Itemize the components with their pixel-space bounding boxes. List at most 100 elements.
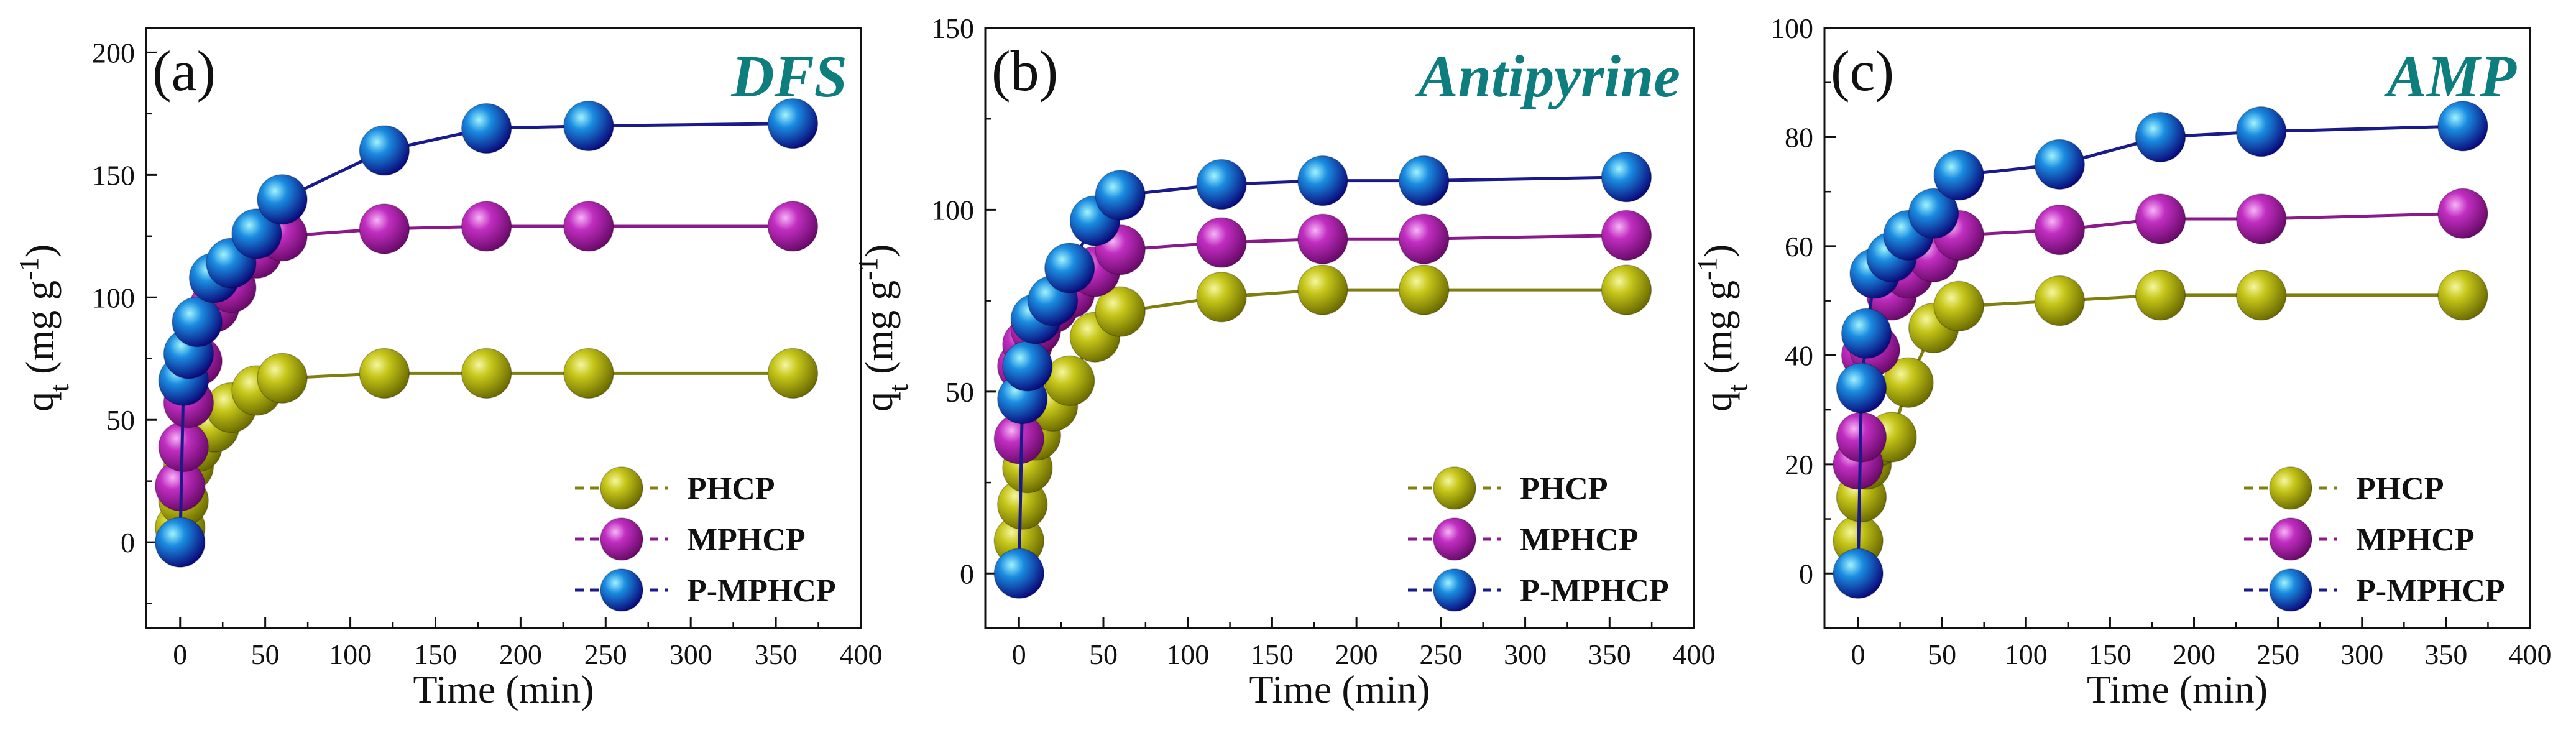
legend-entry: PHCP — [2356, 471, 2444, 507]
x-tick-label: 200 — [499, 639, 542, 670]
data-point — [2034, 204, 2086, 256]
y-title-main: q — [857, 392, 901, 412]
chart-panel-3: 0 50 100 150 200 250 300 350 400 0 20 40 60 80 100 Time… — [1692, 12, 2552, 711]
data-point — [563, 348, 614, 399]
x-tick-label: 0 — [173, 639, 187, 670]
y-tick-label: 0 — [960, 558, 974, 589]
data-point — [993, 548, 1045, 599]
x-tick-label: 150 — [1251, 639, 1294, 670]
x-tick-label: 50 — [1928, 639, 1956, 670]
y-tick-label: 0 — [121, 527, 135, 558]
legend-entry: P-MPHCP — [2356, 573, 2505, 609]
data-point — [1297, 213, 1348, 264]
y-title-close: ) — [857, 244, 901, 257]
x-tick-label: 250 — [1419, 639, 1462, 670]
data-point — [1908, 188, 1959, 239]
x-tick-label: 150 — [2089, 639, 2132, 670]
y-tick-label: 20 — [1785, 449, 1813, 481]
legend-entry: PHCP — [1520, 471, 1608, 507]
y-title-unit: (mg g — [857, 280, 901, 384]
y-title-exp: -1 — [1692, 257, 1723, 280]
x-tick-label: 350 — [755, 639, 798, 670]
legend: PHCP MPHCP P-MPHCP — [575, 466, 836, 612]
data-point — [1196, 159, 1247, 210]
panel-label: (b) — [991, 39, 1058, 103]
data-point — [2135, 270, 2186, 321]
data-point — [257, 353, 308, 404]
y-tick-label: 50 — [945, 376, 974, 408]
x-tick-label: 100 — [2005, 639, 2048, 670]
y-title-unit: (mg g — [17, 280, 62, 384]
legend: PHCP MPHCP P-MPHCP — [2244, 466, 2505, 612]
data-point — [1833, 548, 1884, 599]
legend: PHCP MPHCP P-MPHCP — [1408, 466, 1669, 612]
x-tick-label: 150 — [414, 639, 457, 670]
x-tick-label: 50 — [251, 639, 280, 670]
data-point — [1044, 243, 1095, 293]
legend-marker — [600, 466, 643, 510]
y-tick-label: 50 — [106, 404, 135, 436]
data-point — [2135, 193, 2186, 244]
y-axis-title: qt (mg g-1) — [853, 244, 914, 412]
plot-frame — [984, 27, 1695, 629]
data-point — [1841, 308, 1892, 359]
x-tick-label: 200 — [2173, 639, 2215, 670]
legend-marker — [1433, 568, 1476, 612]
series-p-mphcp — [155, 98, 819, 568]
x-tick-label: 400 — [1673, 639, 1716, 670]
plot-frame — [145, 27, 862, 629]
series-p-mphcp — [1833, 101, 2488, 599]
data-point — [2437, 101, 2488, 152]
y-tick-label: 0 — [1799, 558, 1813, 589]
data-point — [359, 125, 410, 176]
x-tick-label: 0 — [1851, 639, 1865, 670]
data-point — [461, 201, 512, 252]
series-phcp — [993, 264, 1652, 566]
plot-frame — [1823, 27, 2531, 629]
data-point — [1398, 155, 1450, 206]
panel-label: (c) — [1831, 39, 1894, 103]
y-title-sub: t — [883, 384, 914, 392]
data-point — [767, 98, 819, 149]
data-point — [1196, 217, 1247, 268]
data-point — [1836, 363, 1887, 414]
data-point — [767, 348, 819, 399]
data-point — [257, 173, 308, 225]
data-point — [1398, 264, 1450, 315]
legend-marker — [2269, 568, 2312, 612]
y-axis-title: qt (mg g-1) — [14, 244, 75, 412]
data-point — [1002, 341, 1053, 392]
data-point — [1933, 150, 1984, 201]
y-tick-label: 100 — [1770, 12, 1813, 44]
legend-entry: MPHCP — [1520, 522, 1639, 558]
data-point — [1297, 264, 1348, 315]
chart-title: AMP — [2384, 43, 2517, 109]
legend-marker — [1433, 517, 1476, 561]
legend-marker — [600, 568, 643, 612]
data-point — [767, 201, 819, 252]
legend-marker — [1433, 466, 1476, 510]
data-point — [172, 296, 223, 348]
data-point — [1601, 152, 1652, 203]
y-title-sub: t — [44, 384, 75, 392]
data-point — [1297, 155, 1348, 206]
y-axis-title: qt (mg g-1) — [1692, 244, 1753, 412]
data-point — [2235, 193, 2287, 244]
y-title-close: ) — [17, 244, 62, 257]
y-title-unit: (mg g — [1696, 280, 1740, 384]
data-point — [2437, 270, 2488, 321]
data-point — [1095, 286, 1146, 337]
panel-label: (a) — [152, 39, 216, 103]
y-title-exp: -1 — [14, 257, 44, 280]
y-title-main: q — [17, 392, 62, 412]
x-tick-label: 100 — [1166, 639, 1209, 670]
legend-entry: MPHCP — [687, 522, 806, 558]
y-title-sub: t — [1723, 384, 1753, 392]
y-tick-label: 200 — [92, 37, 135, 68]
data-point — [1398, 213, 1450, 264]
data-point — [1095, 170, 1146, 221]
x-tick-label: 300 — [669, 639, 712, 670]
chart-title: DFS — [730, 43, 847, 109]
